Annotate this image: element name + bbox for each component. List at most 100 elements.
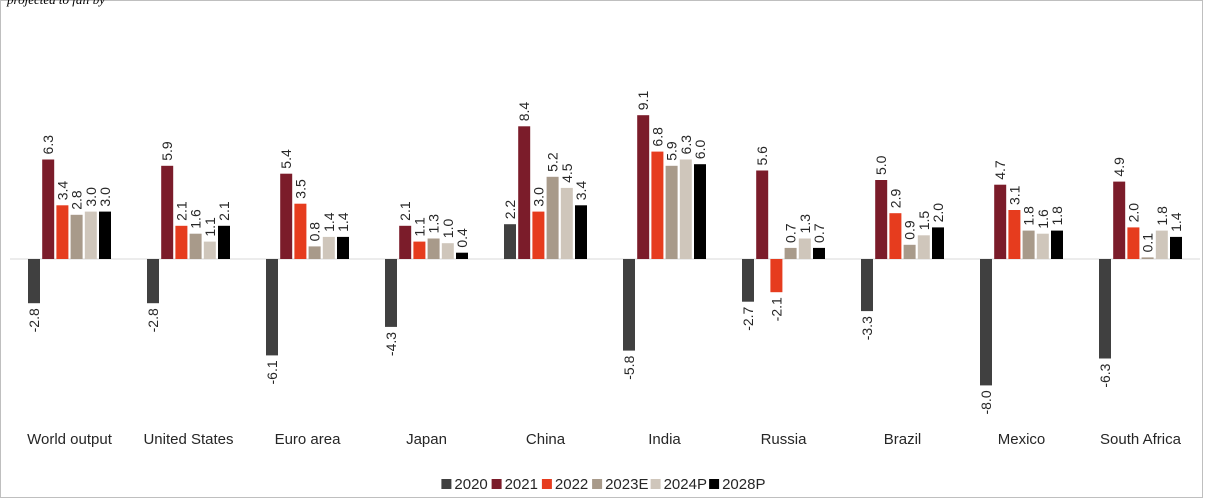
bar-japan-2022 [413, 241, 426, 259]
bar-world-output-2020 [28, 259, 40, 304]
value-label-euro-area-2023e: 0.8 [307, 222, 323, 242]
bar-united-states-2022 [175, 225, 188, 259]
value-label-euro-area-2024p: 1.4 [321, 212, 337, 232]
value-label-united-states-2024p: 1.1 [202, 217, 218, 237]
bar-china-2024p [560, 187, 573, 259]
legend-label-2021: 2021 [505, 476, 538, 493]
bar-south-africa-2021 [1113, 181, 1126, 259]
legend-swatch-2021 [491, 479, 502, 489]
value-label-japan-2023e: 1.3 [426, 214, 442, 234]
legend-label-2028p: 2028P [722, 476, 765, 493]
value-label-japan-2021: 2.1 [397, 201, 413, 221]
value-label-mexico-2020: -8.0 [978, 390, 994, 414]
value-label-euro-area-2020: -6.1 [264, 360, 280, 384]
bar-brazil-2020 [861, 259, 873, 312]
bar-world-output-2028p [99, 211, 111, 259]
category-labels-layer: World output United States Euro area Japan C… [27, 431, 1181, 448]
value-label-china-2022: 3.0 [530, 187, 546, 207]
value-label-russia-2020: -2.7 [740, 306, 756, 330]
value-label-india-2021: 9.1 [635, 91, 651, 111]
category-label-japan: Japan [406, 431, 447, 448]
bar-euro-area-2028p [337, 236, 349, 259]
value-label-south-africa-2022: 2.0 [1125, 203, 1141, 223]
bar-japan-2023e [427, 238, 440, 259]
bar-japan-2024p [441, 243, 454, 259]
legend-label-2022: 2022 [555, 476, 588, 493]
legend-swatch-2024p [650, 479, 661, 489]
bar-mexico-2022 [1008, 210, 1021, 259]
top-caption: projected to fall by [7, 0, 105, 8]
value-label-brazil-2020: -3.3 [859, 316, 875, 340]
bar-south-africa-2020 [1099, 259, 1111, 359]
bar-brazil-2028p [932, 227, 944, 259]
bar-china-2022 [532, 211, 545, 259]
value-label-mexico-2023e: 1.8 [1021, 206, 1037, 226]
value-label-india-2022: 6.8 [649, 127, 665, 147]
value-label-united-states-2021: 5.9 [159, 141, 175, 161]
category-label-mexico: Mexico [998, 431, 1046, 448]
bar-brazil-2021 [875, 180, 888, 259]
bar-mexico-2023e [1022, 230, 1035, 259]
value-label-united-states-2022: 2.1 [173, 201, 189, 221]
value-label-world-output-2022: 3.4 [54, 181, 70, 201]
value-label-india-2028p: 6.0 [692, 140, 708, 160]
value-label-japan-2024p: 1.0 [440, 219, 456, 239]
value-label-china-2021: 8.4 [516, 102, 532, 122]
value-label-china-2028p: 3.4 [573, 181, 589, 201]
value-label-south-africa-2023e: 0.1 [1140, 233, 1156, 253]
value-label-india-2024p: 6.3 [678, 135, 694, 155]
value-label-euro-area-2021: 5.4 [278, 149, 294, 169]
legend: 2020 2021 2022 2023E 2024P 2028P [441, 476, 765, 493]
bar-india-2024p [679, 159, 692, 259]
bar-russia-2020 [742, 259, 754, 302]
value-label-mexico-2022: 3.1 [1006, 185, 1022, 205]
bar-russia-2024p [798, 238, 811, 259]
value-label-russia-2028p: 0.7 [811, 223, 827, 243]
bar-india-2021 [637, 115, 650, 259]
bar-south-africa-2023e [1141, 257, 1154, 259]
bar-euro-area-2024p [322, 236, 335, 259]
category-label-russia: Russia [761, 431, 808, 448]
category-label-india: India [648, 431, 681, 448]
value-label-euro-area-2028p: 1.4 [335, 212, 351, 232]
value-label-china-2024p: 4.5 [559, 163, 575, 183]
bar-united-states-2028p [218, 225, 230, 259]
bar-euro-area-2021 [280, 173, 293, 259]
category-label-china: China [526, 431, 566, 448]
bar-world-output-2024p [84, 211, 97, 259]
bar-united-states-2020 [147, 259, 159, 304]
bar-mexico-2021 [994, 184, 1007, 259]
category-label-brazil: Brazil [884, 431, 922, 448]
bar-china-2021 [518, 126, 531, 259]
value-label-world-output-2023e: 2.8 [69, 190, 85, 210]
bar-mexico-2020 [980, 259, 992, 386]
bar-united-states-2024p [203, 241, 216, 259]
value-label-china-2023e: 5.2 [545, 152, 561, 172]
value-label-russia-2021: 5.6 [754, 146, 770, 166]
bar-japan-2021 [399, 225, 412, 259]
bar-euro-area-2020 [266, 259, 278, 356]
bar-japan-2020 [385, 259, 397, 327]
bar-russia-2023e [784, 247, 797, 259]
bar-south-africa-2024p [1155, 230, 1168, 259]
bar-india-2028p [694, 164, 706, 259]
category-label-south-africa: South Africa [1100, 431, 1182, 448]
category-label-euro-area: Euro area [275, 431, 342, 448]
legend-swatch-2028p [709, 479, 720, 489]
value-label-united-states-2023e: 1.6 [188, 209, 204, 229]
value-label-south-africa-2021: 4.9 [1111, 157, 1127, 177]
value-label-world-output-2020: -2.8 [26, 308, 42, 332]
value-label-world-output-2024p: 3.0 [83, 187, 99, 207]
value-label-japan-2028p: 0.4 [454, 228, 470, 248]
value-label-mexico-2021: 4.7 [992, 160, 1008, 180]
legend-swatch-2022 [541, 479, 552, 489]
value-label-japan-2022: 1.1 [411, 217, 427, 237]
bar-russia-2022 [770, 259, 783, 293]
value-label-brazil-2021: 5.0 [873, 155, 889, 175]
value-label-world-output-2021: 6.3 [40, 135, 56, 155]
legend-swatch-2020 [441, 479, 452, 489]
bar-south-africa-2028p [1170, 236, 1182, 259]
bar-south-africa-2022 [1127, 227, 1140, 259]
legend-label-2024p: 2024P [664, 476, 707, 493]
bars-layer [28, 115, 1182, 386]
